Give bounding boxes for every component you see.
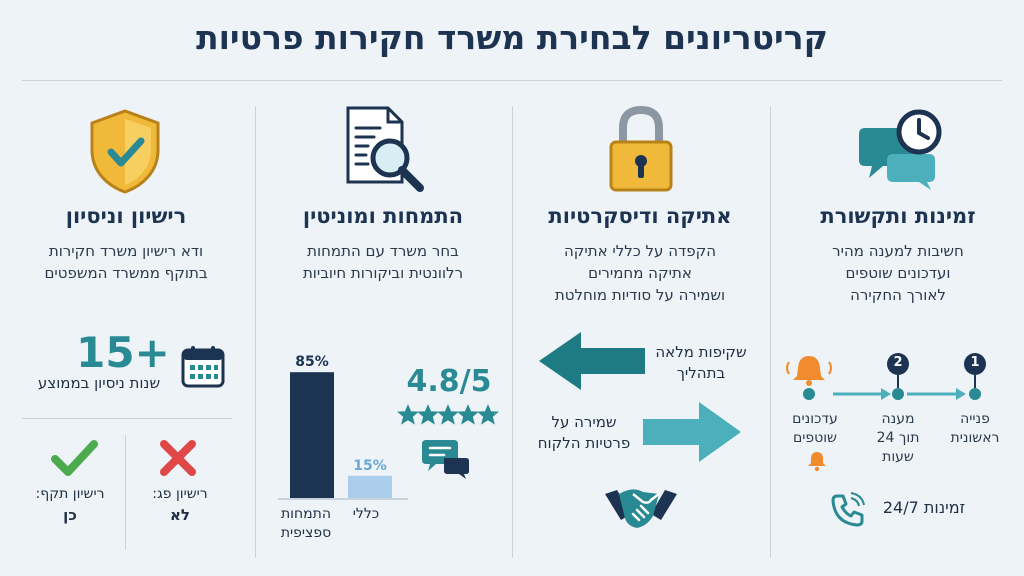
ethics-column: אתיקה ודיסקרטיות הקפדה על כללי אתיקה אתי… [515, 100, 765, 570]
phone-icon [831, 492, 865, 527]
star-icon [417, 404, 439, 425]
step-label: עדכונים שוטפים [775, 410, 855, 448]
bar [290, 372, 334, 498]
years-value: 15+ [76, 328, 170, 377]
star-icon [457, 404, 479, 425]
label-line: שעות [882, 449, 914, 465]
document-search-icon [346, 106, 424, 192]
label-line: שמירה על [551, 413, 617, 431]
label-line: מענה [881, 411, 915, 427]
valid-license-value: כן [63, 506, 77, 524]
expertise-bar-chart: 85% 15% [278, 354, 408, 500]
bar-value-label: 15% [353, 458, 387, 474]
calendar-icon [181, 346, 225, 388]
years-label: שנות ניסיון בממוצע [37, 374, 161, 392]
ethics-heading: אתיקה ודיסקרטיות [548, 204, 732, 228]
label-line: עדכונים [792, 411, 838, 427]
availability-heading: זמינות ותקשורת [820, 204, 976, 228]
chat-bubbles-icon [422, 440, 469, 479]
label-line: תוך 24 [876, 430, 920, 446]
label-line: בתהליך [676, 364, 726, 382]
rating-value: 4.8/5 [406, 364, 492, 399]
license-description: ודא רישיון משרד חקירות בתוקף ממשרד המשפט… [0, 240, 252, 284]
handshake-icon [605, 489, 677, 528]
arrow-right-icon [643, 402, 741, 462]
ethics-description: הקפדה על כללי אתיקה אתיקה מחמירים ושמירה… [515, 240, 765, 306]
license-heading: רישיון וניסיון [65, 204, 187, 228]
label-line: שקיפות מלאה [655, 343, 747, 361]
section-divider [22, 418, 232, 419]
star-icon [437, 404, 459, 425]
desc-line: לאורך החקירה [850, 286, 946, 304]
label-line: שוטפים [793, 430, 837, 446]
check-icon [51, 440, 98, 476]
desc-line: בתוקף ממשרד המשפטים [44, 264, 208, 282]
license-column: רישיון וניסיון ודא רישיון משרד חקירות בת… [0, 100, 252, 570]
step-number: 1 [970, 355, 980, 370]
expertise-heading: התמחות ומוניטין [302, 204, 464, 228]
desc-line: בחר משרד עם התמחות [307, 242, 459, 260]
column-divider [512, 106, 513, 558]
desc-line: ועדכונים שוטפים [845, 264, 951, 282]
desc-line: הקפדה על כללי אתיקה [563, 242, 717, 260]
label-line: פרטיות הלקוח [537, 434, 631, 452]
chat-clock-icon [859, 109, 942, 190]
shield-check-icon [90, 109, 160, 194]
label-line: ראשונית [950, 430, 1000, 446]
desc-line: אתיקה מחמירים [588, 264, 692, 282]
cross-icon [160, 440, 196, 476]
column-divider [255, 106, 256, 558]
section-divider [125, 435, 126, 550]
rating-stars [397, 404, 499, 425]
label-line: פנייה [960, 411, 990, 427]
availability-column: זמינות ותקשורת חשיבות למענה מהיר ועדכוני… [773, 100, 1023, 570]
desc-line: רלוונטית וביקורות חיוביות [302, 264, 464, 282]
availability-description: חשיבות למענה מהיר ועדכונים שוטפים לאורך … [773, 240, 1023, 306]
expertise-description: בחר משרד עם התמחות רלוונטית וביקורות חיו… [258, 240, 508, 284]
desc-line: חשיבות למענה מהיר [832, 242, 964, 260]
title-divider [22, 80, 1002, 81]
transparency-label: שקיפות מלאה בתהליך [645, 342, 757, 384]
step-label: פנייה ראשונית [935, 410, 1015, 448]
bar-category-label: התמחות ספציפית [280, 506, 332, 541]
bar-value-label: 85% [295, 354, 329, 370]
bell-icon [808, 452, 826, 472]
star-icon [477, 404, 499, 425]
expired-license-value: לא [170, 506, 190, 524]
valid-license-label: רישיון תקף: [35, 486, 105, 502]
desc-line: ושמירה על סודיות מוחלטת [554, 286, 726, 304]
arrow-left-icon [539, 332, 645, 390]
star-icon [397, 404, 419, 425]
page-title: קריטריונים לבחירת משרד חקירות פרטיות [196, 18, 828, 57]
expired-license-label: רישיון פג: [152, 486, 208, 502]
padlock-icon [609, 105, 673, 192]
step-label: מענה תוך 24 שעות [858, 410, 938, 467]
availability-247-label: זמינות 24/7 [882, 498, 966, 517]
step-number: 2 [893, 355, 903, 370]
expertise-column: התמחות ומוניטין בחר משרד עם התמחות רלוונ… [258, 100, 508, 570]
bar [348, 475, 392, 498]
privacy-label: שמירה על פרטיות הלקוח [525, 412, 643, 454]
bell-icon [786, 356, 832, 386]
column-divider [770, 106, 771, 558]
desc-line: ודא רישיון משרד חקירות [48, 242, 204, 260]
process-flow [786, 353, 986, 400]
bar-category-label: כללי [352, 506, 380, 522]
